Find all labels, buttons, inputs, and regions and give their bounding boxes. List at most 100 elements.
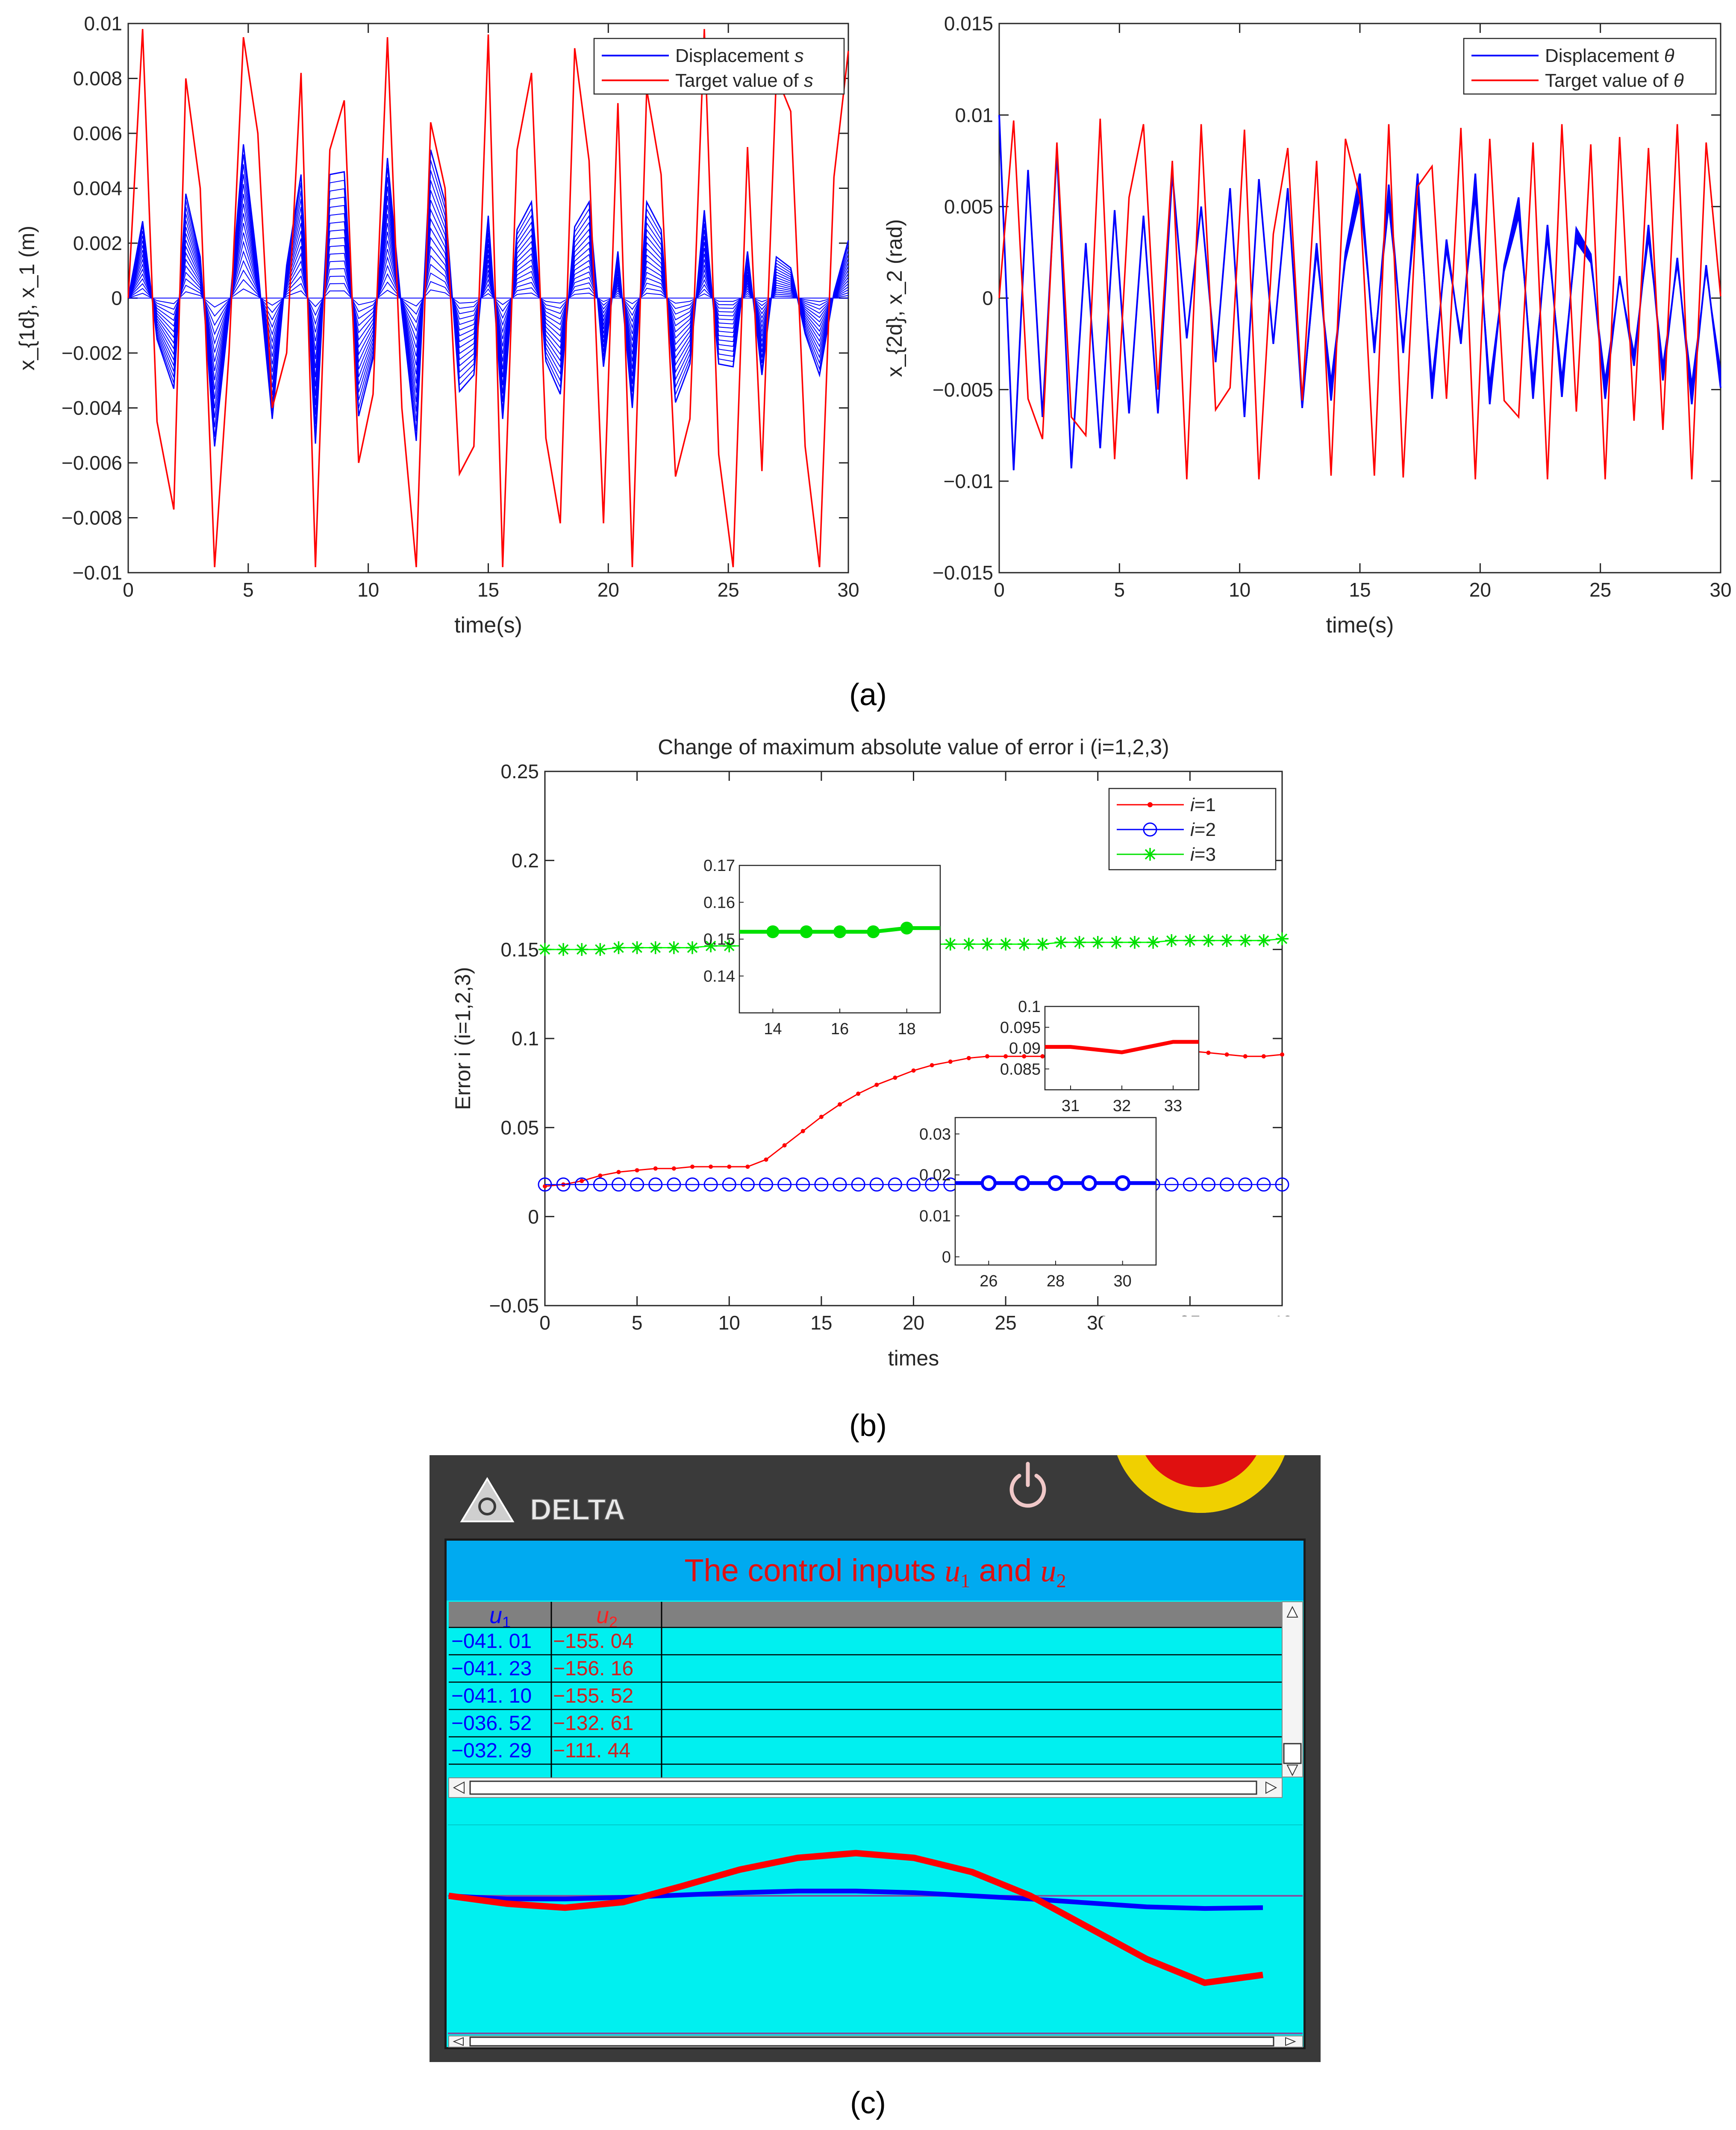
- b-inset-i1-xtick-label: 33: [1164, 1097, 1182, 1115]
- b-xtick-label: 0: [539, 1312, 550, 1334]
- caption-c: (c): [850, 2086, 886, 2120]
- a-left-xtick-label: 5: [243, 579, 254, 601]
- b-xtick-label: 25: [995, 1312, 1017, 1334]
- b-i3-marker: [944, 938, 957, 951]
- hmi-table-vscrollbar[interactable]: [1282, 1601, 1303, 1777]
- a-left-displacement-line: [128, 269, 849, 326]
- b-i3-marker: [1165, 934, 1178, 947]
- b-i2-marker: [833, 1177, 847, 1192]
- a-left-ylabel: x_{1d}, x_1 (m): [15, 226, 39, 371]
- b-inset-i3-ytick-label: 0.17: [703, 857, 735, 875]
- hmi-title-bar: [447, 1541, 1303, 1600]
- b-i2-marker: [888, 1177, 902, 1192]
- hmi-trend-u2-line: [448, 1850, 1264, 1986]
- b-i1-marker: [1022, 1054, 1027, 1059]
- hmi-trend-scroll-thumb: [469, 2036, 1274, 2047]
- b-inset-i1-ytick-label: 0.085: [1000, 1060, 1041, 1078]
- b-inset-i2-ytick-label: 0.03: [919, 1125, 951, 1143]
- b-i3-marker: [1128, 936, 1141, 949]
- b-i2-marker: [593, 1177, 607, 1192]
- b-i1-marker: [1280, 1052, 1284, 1057]
- b-i3-marker: [1109, 936, 1123, 949]
- b-inset-i3-ytick-label: 0.16: [703, 894, 735, 912]
- a-left-ytick-label: −0.01: [73, 562, 122, 584]
- hmi-table-hscrollbar[interactable]: [448, 1777, 1283, 1798]
- a-left-ytick-label: 0: [111, 287, 122, 309]
- b-inset-i1-line: [1045, 1040, 1199, 1054]
- b-i1-marker: [819, 1115, 824, 1119]
- a-left-xtick-label: 15: [477, 579, 499, 601]
- b-i3-marker-stroke: [1148, 937, 1159, 948]
- hmi-title-u2: u: [1041, 1553, 1056, 1589]
- b-inset-i2-marker: [1014, 1175, 1030, 1191]
- b-inset-i2-ytick-label: 0.02: [919, 1166, 951, 1184]
- power-icon-arc: [1009, 1474, 1046, 1508]
- b-i1-marker: [1243, 1054, 1248, 1059]
- a-left-xtick-label: 0: [123, 579, 134, 601]
- a-right-xtick-label: 20: [1469, 579, 1491, 601]
- a-right-legend-text: Target value of: [1545, 70, 1674, 91]
- a-right-ytick-label: 0.01: [955, 104, 993, 126]
- b-i2-marker: [722, 1177, 736, 1192]
- hmi-trend-hscrollbar[interactable]: [448, 2036, 1303, 2048]
- b-i3-marker: [999, 938, 1012, 951]
- b-inset-i2-ytick-label: 0.01: [919, 1207, 951, 1225]
- a-right-ytick-label: −0.015: [933, 562, 993, 584]
- b-i3-marker: [1018, 938, 1031, 951]
- emergency-stop-button: [1145, 1455, 1256, 1487]
- hmi-row-u2: −132. 61: [553, 1712, 633, 1735]
- b-legend-marker: [1143, 822, 1157, 837]
- b-i3-marker-stroke: [1185, 935, 1195, 946]
- b-i3-marker-stroke: [539, 944, 550, 955]
- hmi-row-u2: −156. 16: [553, 1657, 633, 1680]
- b-i2-marker: [556, 1177, 571, 1192]
- a-right-xlabel: time(s): [1326, 613, 1394, 638]
- b-i3-marker-stroke: [1056, 937, 1066, 948]
- delta-logo-swirl: [478, 1497, 496, 1515]
- b-inset-i3-xtick-label: 16: [831, 1020, 849, 1038]
- a-right-ytick-label: 0.005: [944, 195, 993, 218]
- hmi-vscroll-up-icon: [1286, 1606, 1298, 1618]
- hmi-title-text: The control inputs: [684, 1553, 945, 1588]
- hmi-trend-u1-line: [448, 1889, 1263, 1911]
- b-i3-marker-stroke: [1129, 937, 1140, 948]
- a-left-displacement-line: [128, 194, 849, 399]
- b-i2-marker: [777, 1177, 792, 1192]
- b-i2-marker: [703, 1177, 718, 1192]
- b-i2-marker: [630, 1177, 644, 1192]
- b-i2-marker: [574, 1177, 589, 1192]
- b-i3-marker-stroke: [705, 941, 716, 951]
- b-i1-marker: [966, 1056, 971, 1060]
- b-xtick-label: 20: [903, 1312, 924, 1334]
- b-inset-i1-ytick-label: 0.09: [1009, 1040, 1041, 1058]
- hmi-row-u2: −155. 04: [553, 1630, 633, 1653]
- a-right-xtick-label: 10: [1229, 579, 1251, 601]
- a-right-xtick-label: 30: [1710, 579, 1731, 601]
- a-left-xtick-label: 25: [718, 579, 739, 601]
- a-left-displacement-line: [128, 288, 849, 308]
- b-i3-marker-stroke: [558, 944, 569, 955]
- a-right-target-line: [998, 118, 1721, 480]
- b-i3-marker-stroke: [1166, 935, 1177, 946]
- b-legend-text: =3: [1195, 844, 1216, 865]
- a-left-displacement-line: [128, 260, 849, 335]
- caption-a: (a): [849, 678, 887, 712]
- b-i1-marker: [985, 1054, 989, 1059]
- b-inset-i3-xtick-label: 18: [898, 1020, 916, 1038]
- hmi-col-u2: u2: [596, 1603, 618, 1631]
- b-i2-marker: [1183, 1177, 1197, 1192]
- b-i3-marker: [575, 943, 588, 956]
- b-i1-marker: [1224, 1052, 1229, 1057]
- hmi-vscroll-thumb: [1283, 1743, 1302, 1764]
- a-left-ytick-label: 0.006: [73, 122, 122, 144]
- b-i3-marker: [1147, 936, 1160, 949]
- a-right-legend-entry: Displacement θ: [1545, 45, 1674, 66]
- a-right-legend-symbol: θ: [1664, 45, 1674, 66]
- b-i3-marker-stroke: [1019, 938, 1030, 950]
- a-left-ytick-label: 0.004: [73, 177, 122, 200]
- b-i3-marker: [1220, 934, 1233, 947]
- b-i3-marker-stroke: [613, 942, 624, 953]
- b-i3-marker: [649, 941, 662, 954]
- b-i3-marker: [1276, 932, 1289, 945]
- b-i2-marker: [740, 1177, 755, 1192]
